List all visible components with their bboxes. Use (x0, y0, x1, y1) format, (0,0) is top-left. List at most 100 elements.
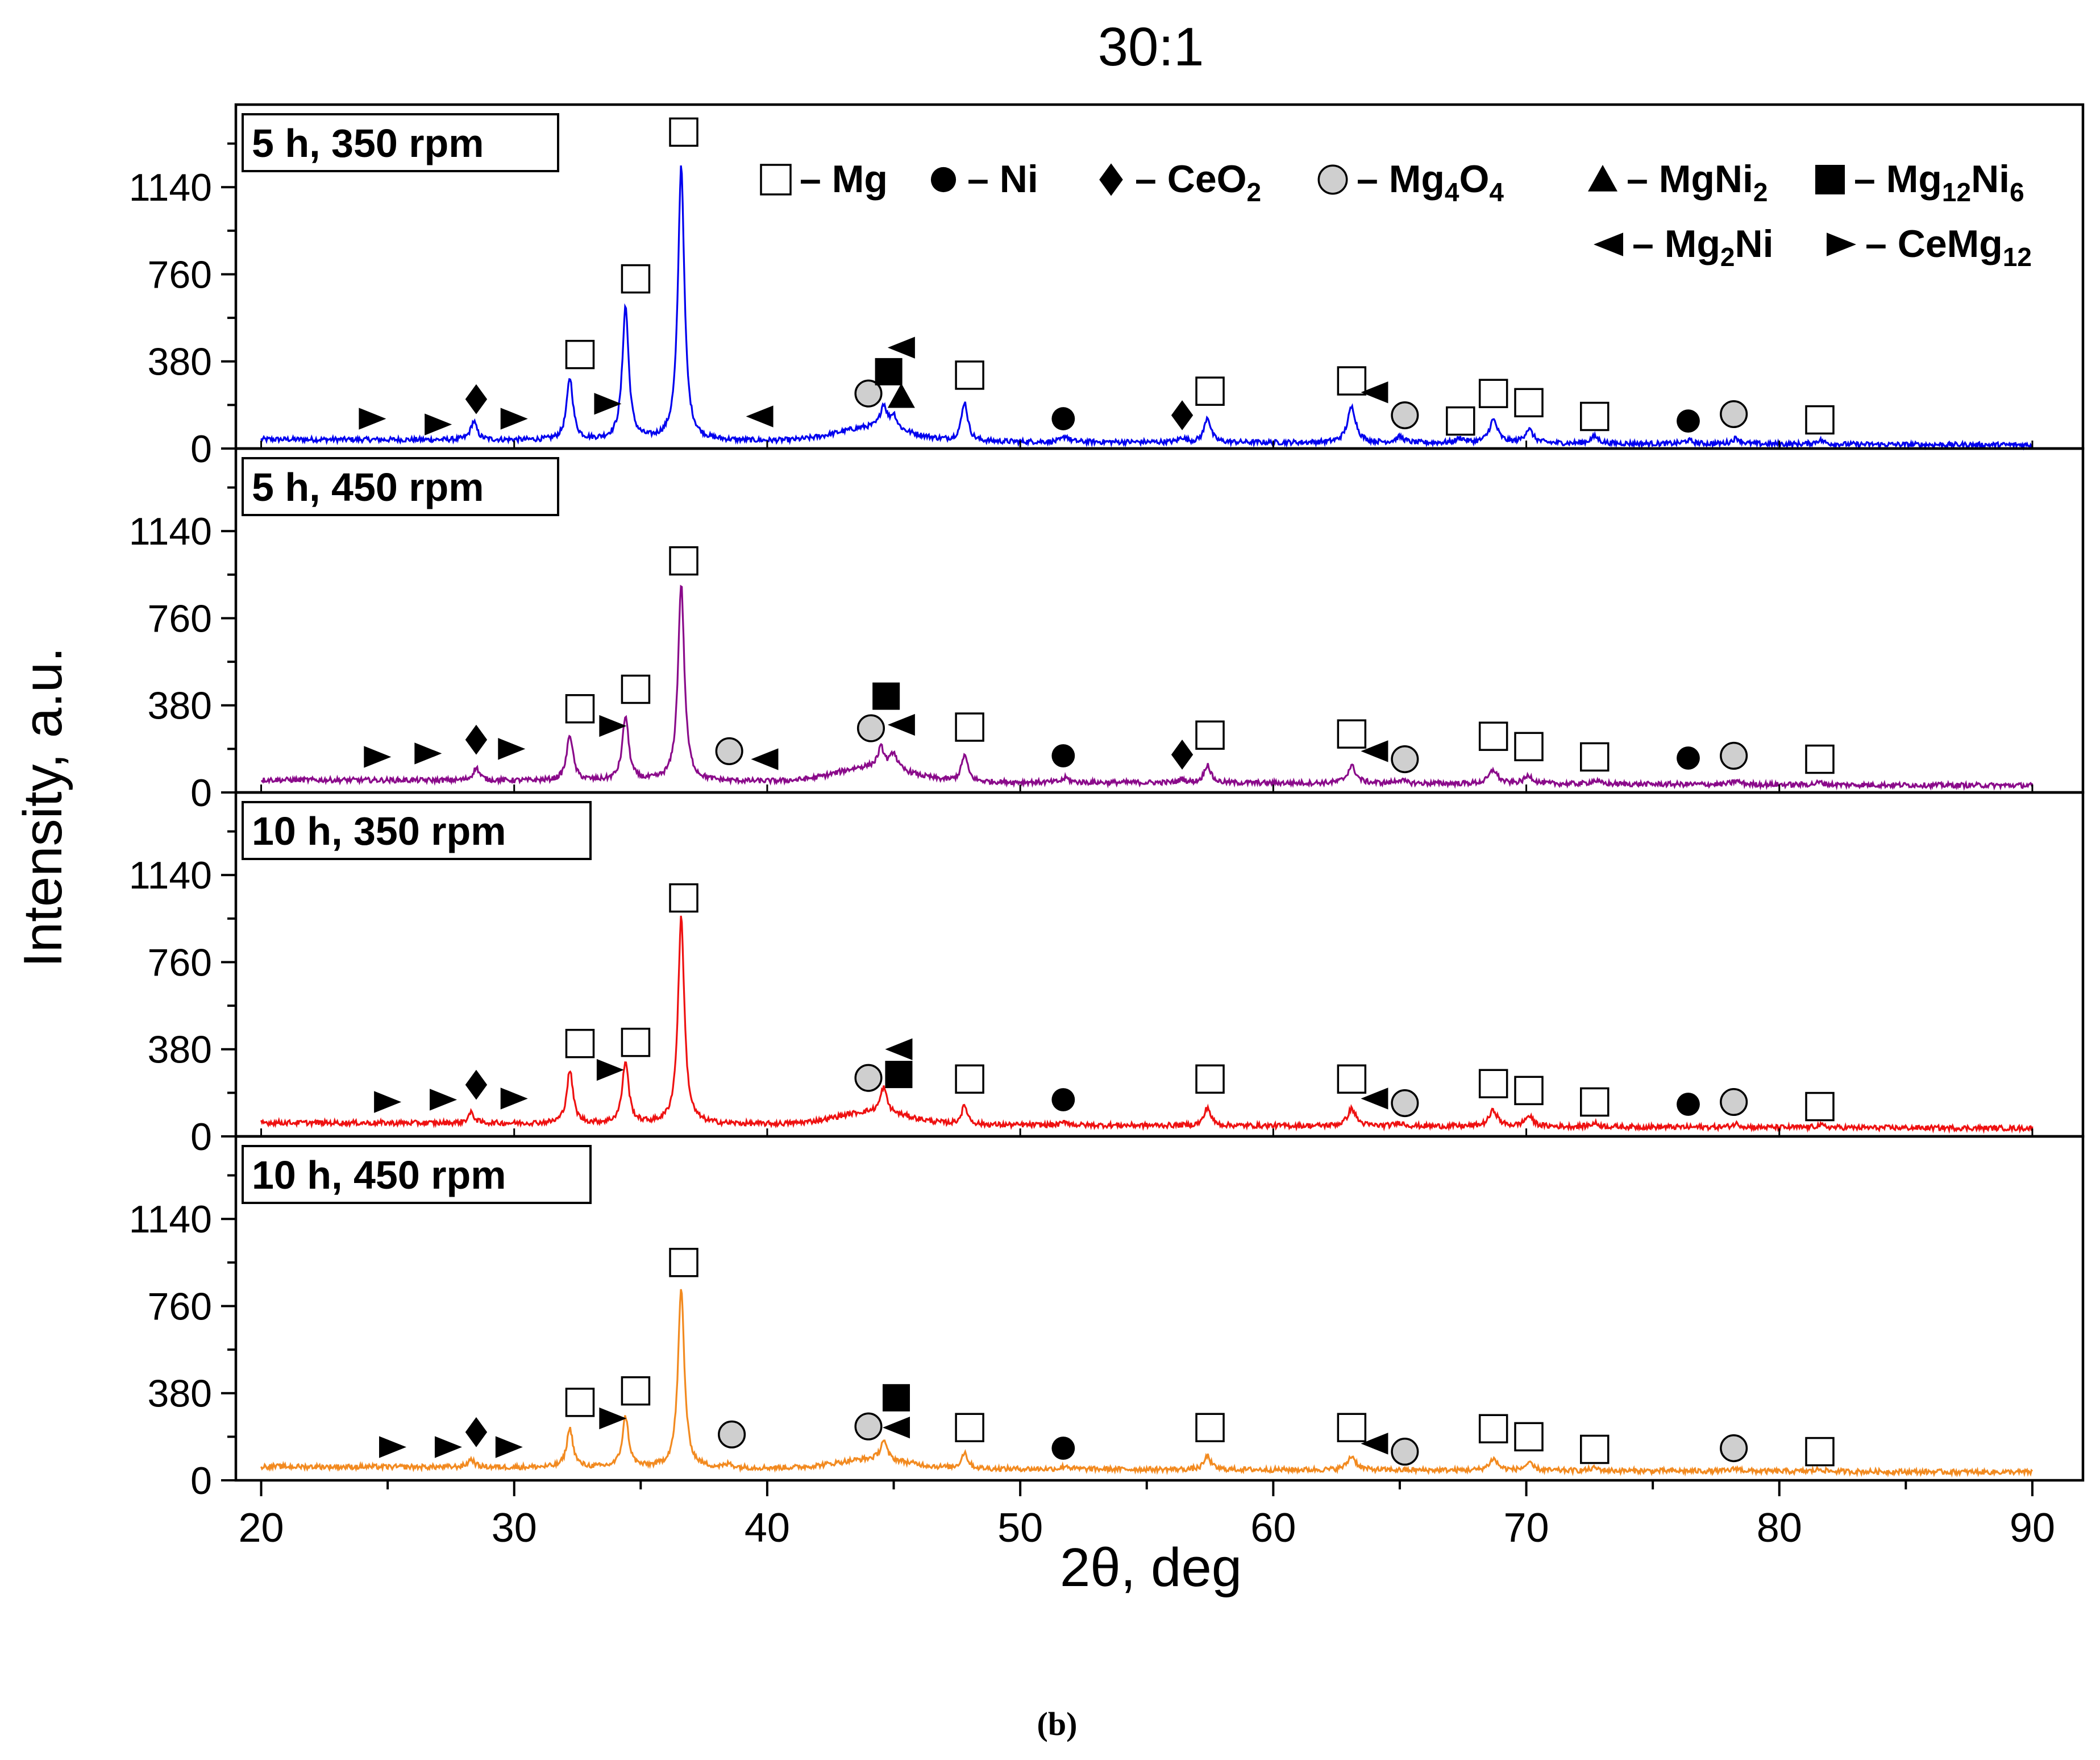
peak-marker-open-square (1478, 1069, 1508, 1098)
peak-marker-open-square (621, 674, 651, 704)
legend-item: – CeO2 (1099, 157, 1261, 207)
peak-marker-triangle-right (500, 408, 528, 430)
legend-item: – Mg (760, 157, 888, 201)
peak-marker-open-square (1337, 1413, 1367, 1442)
peak-marker-diamond (1171, 400, 1194, 430)
peak-marker-grey-circle (854, 1412, 883, 1441)
peak-marker-circle (1051, 744, 1075, 767)
peak-marker-diamond (465, 1069, 488, 1100)
y-tick-label: 1140 (129, 854, 212, 897)
peak-marker-triangle-left (751, 748, 779, 770)
xrd-series-curve (260, 1289, 2034, 1478)
legend-marker-triangle-left (1594, 233, 1623, 256)
peak-marker-open-square (1337, 1064, 1367, 1094)
legend-item: – CeMg12 (1827, 222, 2032, 272)
peak-marker-triangle-right (374, 1091, 402, 1113)
peak-marker-grey-circle (854, 379, 883, 408)
peak-marker-triangle-right (425, 413, 452, 435)
peak-marker-triangle-left (882, 1417, 910, 1439)
peak-marker-open-square (669, 117, 698, 147)
peak-marker-open-square (1580, 1087, 1610, 1117)
legend-label: – Mg4O4 (1357, 157, 1504, 207)
peak-marker-open-square (669, 546, 698, 576)
legend-label-sub: 12 (2003, 242, 2032, 272)
legend-label-main: – Mg (1632, 222, 1720, 265)
y-tick-label: 0 (190, 1459, 212, 1502)
y-axis-label: Intensity, a.u. (13, 647, 73, 968)
peak-marker-grey-circle (1720, 1434, 1748, 1463)
y-tick-label: 0 (190, 771, 212, 815)
legend-label: – CeO2 (1135, 157, 1261, 207)
peak-marker-triangle-right (414, 742, 442, 765)
peak-marker-open-square (565, 1028, 595, 1059)
peak-marker-triangle-right (596, 1059, 624, 1081)
peak-marker-open-square (669, 883, 698, 913)
legend-marker-circle (930, 167, 957, 193)
peak-marker-open-square (1514, 732, 1544, 762)
panel-label: 10 h, 350 rpm (242, 801, 592, 860)
x-tick-label: 40 (745, 1505, 790, 1551)
legend-label-sub: 12 (1942, 177, 1971, 207)
xrd-series-curve (261, 584, 2034, 791)
peak-marker-open-square (955, 1064, 984, 1094)
y-tick-label: 760 (148, 941, 212, 984)
peak-marker-open-square (565, 1388, 595, 1417)
peak-marker-open-square (955, 360, 984, 390)
y-tick-label: 380 (148, 684, 212, 728)
peak-marker-open-square (621, 1376, 651, 1406)
peak-marker-open-square (1805, 1091, 1835, 1122)
peak-marker-triangle-right (594, 393, 622, 415)
peak-marker-triangle-right (364, 746, 392, 768)
panel-label-box (242, 457, 559, 516)
legend-label: – Ni (967, 157, 1038, 201)
legend-item: – Mg12Ni6 (1815, 157, 2024, 207)
legend-label-sub: 2 (1720, 242, 1735, 272)
x-tick-label: 70 (1504, 1505, 1549, 1551)
peak-marker-triangle-right (498, 738, 526, 760)
peak-marker-grey-circle (1720, 1087, 1748, 1116)
peak-marker-square (875, 358, 903, 385)
peak-marker-open-square (1337, 719, 1367, 749)
panel-label-box (242, 113, 559, 172)
peak-marker-open-square (1195, 1413, 1225, 1442)
legend-marker-grey-circle (1317, 164, 1348, 195)
peak-marker-open-square (621, 1027, 651, 1057)
panel-label-text: 10 h, 350 rpm (252, 809, 506, 853)
legend-label-sub: 2 (1753, 177, 1768, 207)
y-tick-label: 1140 (129, 1198, 212, 1241)
legend-label: – Mg12Ni6 (1854, 157, 2024, 207)
y-tick-label: 380 (148, 1372, 212, 1416)
peak-marker-open-square (1514, 388, 1544, 418)
peak-marker-triangle-left (746, 405, 774, 427)
x-tick-label: 80 (1757, 1505, 1802, 1551)
peak-marker-open-square (1195, 376, 1225, 406)
legend-label-sub: 6 (2010, 177, 2024, 207)
peak-marker-triangle-right (359, 408, 386, 430)
legend-label-sub: 2 (1247, 177, 1262, 207)
x-tick-label: 30 (492, 1505, 537, 1551)
legend-label-main: – Ni (967, 157, 1038, 201)
peak-marker-triangle-left (1361, 1087, 1388, 1110)
peak-marker-grey-circle (1391, 401, 1419, 430)
panels-layer: 0 380 760 1140 5 h, 350 rpm 0 380 760 1140 5 h, 4… (129, 103, 2085, 1551)
peak-marker-open-square (1580, 742, 1610, 772)
peak-marker-diamond (465, 1417, 488, 1447)
peak-marker-triangle-left (887, 713, 915, 736)
y-tick-label: 1140 (129, 510, 212, 553)
peak-marker-triangle-right (599, 715, 627, 737)
legend-label-main: – CeMg (1865, 222, 2003, 265)
peak-marker-triangle-left (1361, 740, 1388, 762)
xrd-series-curve (260, 165, 2034, 451)
peak-marker-square (882, 1384, 910, 1412)
peak-marker-open-square (1478, 1414, 1508, 1443)
legend-label-sub: 4 (1445, 177, 1459, 207)
peak-marker-circle (1677, 746, 1700, 770)
legend-item: – Mg4O4 (1317, 157, 1504, 207)
legend-marker-diamond (1099, 163, 1123, 196)
xrd-series-curve (260, 915, 2034, 1134)
peak-marker-open-square (1514, 1422, 1544, 1452)
legend-label: – Mg2Ni (1632, 222, 1774, 272)
peak-marker-triangle-left (885, 1038, 913, 1060)
x-tick-label: 50 (997, 1505, 1043, 1551)
